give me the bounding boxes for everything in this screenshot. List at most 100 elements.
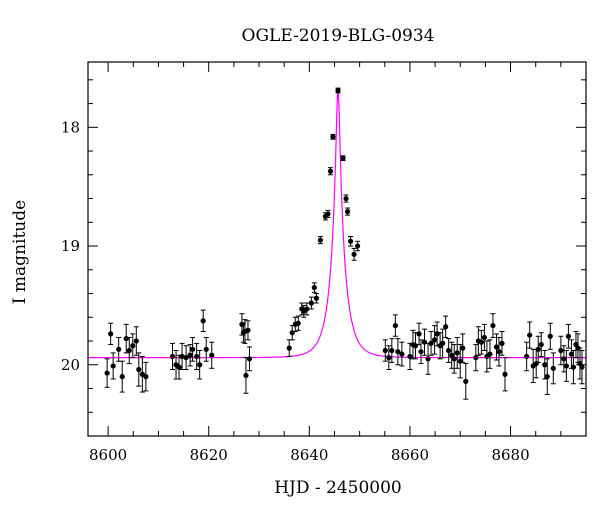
data-point [136, 366, 142, 373]
data-point [340, 155, 346, 161]
data-point [197, 362, 203, 368]
data-point [502, 371, 508, 377]
data-point [412, 343, 419, 349]
data-point [527, 332, 533, 338]
data-point [246, 356, 253, 362]
data-point [203, 346, 209, 352]
data-point [176, 364, 182, 370]
data-point [123, 336, 129, 342]
data-point [493, 344, 500, 350]
plot-area [88, 87, 586, 400]
data-point [460, 345, 466, 351]
data-point [568, 351, 575, 357]
data-point [169, 353, 176, 360]
y-tick-label: 18 [61, 118, 80, 136]
data-point [496, 349, 502, 355]
data-point [286, 345, 292, 351]
data-point [209, 352, 215, 358]
data-point [395, 349, 401, 355]
data-point [487, 351, 493, 357]
data-point [325, 211, 331, 217]
y-tick-label: 20 [61, 356, 80, 374]
data-point [386, 355, 392, 361]
data-point [434, 331, 440, 337]
tick-labels: 8600 8620 8640 8660 8680 18 19 20 [61, 118, 530, 464]
data-point [116, 346, 122, 352]
x-tick-label: 8620 [190, 446, 228, 464]
data-point [308, 300, 314, 306]
data-point [425, 356, 431, 362]
data-point [443, 324, 449, 330]
x-axis-label: HJD - 2450000 [274, 478, 402, 498]
data-point [245, 327, 251, 333]
data-point [565, 333, 571, 339]
chart-title: OGLE-2019-BLG-0934 [242, 26, 435, 46]
y-tick-label: 19 [61, 237, 80, 255]
data-point [454, 350, 460, 356]
data-point [538, 341, 544, 348]
data-point [330, 134, 336, 140]
data-point [418, 349, 424, 355]
data-point [317, 237, 323, 243]
data-point [183, 355, 189, 361]
data-point [478, 339, 484, 345]
data-point [355, 243, 361, 249]
data-point [542, 362, 548, 368]
data-point [347, 238, 354, 244]
data-point [535, 346, 541, 352]
axis-ticks [88, 62, 587, 437]
x-tick-label: 8600 [89, 446, 127, 464]
data-point [490, 322, 496, 329]
data-point [187, 352, 193, 358]
data-point [524, 353, 530, 360]
x-tick-label: 8660 [391, 446, 429, 464]
data-point [446, 347, 452, 354]
data-point [289, 330, 295, 336]
model-curve [88, 88, 586, 359]
x-tick-label: 8640 [290, 446, 328, 464]
data-point [344, 209, 351, 215]
data-point [561, 356, 567, 362]
data-point [499, 340, 505, 346]
data-point [143, 374, 149, 380]
data-point [194, 353, 200, 360]
data-point [311, 284, 317, 291]
data-point [304, 306, 310, 312]
data-point [481, 334, 487, 341]
data-point [440, 340, 446, 346]
data-point [416, 331, 422, 337]
data-point [295, 320, 301, 326]
data-point [351, 251, 357, 257]
data-point [119, 374, 125, 380]
data-point [130, 343, 136, 349]
data-point [392, 322, 398, 329]
data-point [382, 347, 388, 354]
data-point [544, 374, 550, 380]
data-point [431, 337, 438, 343]
data-point [558, 347, 564, 354]
data-point [547, 333, 553, 339]
data-point [421, 339, 428, 345]
data-point [407, 353, 413, 360]
x-tick-label: 8680 [491, 446, 529, 464]
plot-frame [87, 61, 587, 437]
data-point [570, 364, 577, 370]
data-point [389, 347, 395, 354]
data-point [104, 370, 110, 376]
data-point [473, 355, 479, 361]
data-point [463, 378, 469, 384]
data-point [243, 372, 249, 379]
data-point [126, 347, 132, 354]
data-point [550, 365, 556, 371]
y-axis-label: I magnitude [10, 200, 30, 304]
data-point [313, 295, 319, 301]
data-point [451, 356, 457, 362]
data-point [399, 351, 405, 357]
data-point [457, 358, 463, 364]
data-point [343, 195, 349, 202]
data-point [428, 340, 434, 346]
data-point [190, 346, 196, 352]
data-point [133, 338, 139, 344]
data-point [110, 363, 116, 369]
